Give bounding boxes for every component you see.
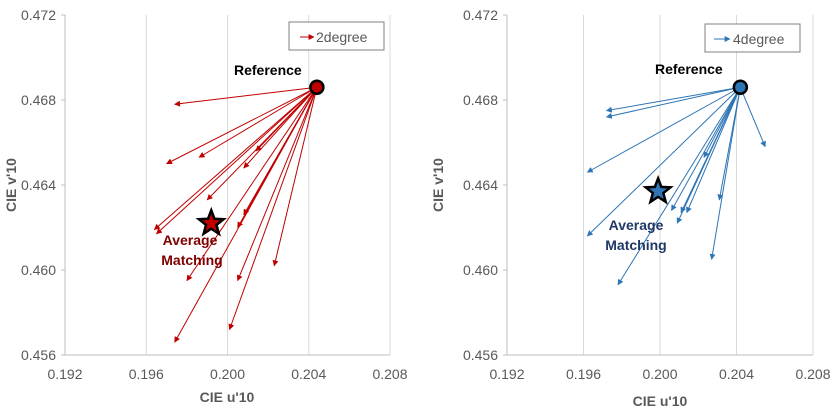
y-tick-label: 0.460 — [463, 262, 498, 278]
y-tick-label: 0.460 — [21, 262, 56, 278]
average-star — [642, 174, 674, 205]
y-tick-labels: 0.456 0.460 0.464 0.468 0.472 — [463, 7, 507, 363]
average-label-line1: Average — [609, 217, 664, 233]
x-tick-labels: 0.192 0.196 0.200 0.204 0.208 — [489, 366, 830, 382]
match-arrows — [153, 86, 318, 343]
x-tick-label: 0.200 — [210, 366, 245, 382]
reference-point — [732, 79, 749, 95]
x-tick-label: 0.196 — [129, 366, 164, 382]
x-tick-label: 0.204 — [291, 366, 326, 382]
reference-point — [309, 79, 325, 95]
match-arrows — [586, 86, 766, 286]
y-tick-label: 0.472 — [21, 7, 56, 23]
average-label-line1: Average — [163, 232, 218, 248]
match-arrow — [153, 86, 318, 231]
y-tick-label: 0.468 — [463, 92, 498, 108]
legend-label: 2degree — [316, 29, 368, 45]
reference-label: Reference — [655, 61, 723, 77]
x-tick-label: 0.208 — [372, 366, 407, 382]
x-axis-title: CIE u'10 — [633, 393, 688, 409]
legend-label: 4degree — [733, 31, 785, 47]
x-tick-label: 0.208 — [795, 366, 830, 382]
average-label-line2: Matching — [161, 252, 222, 268]
match-arrow — [605, 86, 741, 113]
legend: 4degree — [704, 23, 801, 53]
y-tick-label: 0.472 — [463, 7, 498, 23]
match-arrow — [166, 86, 318, 165]
match-arrow — [680, 87, 741, 214]
legend: 2degree — [288, 21, 385, 51]
y-tick-label: 0.468 — [21, 92, 56, 108]
y-tick-label: 0.456 — [463, 347, 498, 363]
match-arrow — [605, 86, 741, 119]
match-arrow — [586, 86, 741, 237]
y-tick-labels: 0.456 0.460 0.464 0.468 0.472 — [21, 7, 65, 363]
y-axis-title: CIE v'10 — [430, 158, 446, 212]
x-tick-label: 0.196 — [566, 366, 601, 382]
match-arrow — [255, 86, 318, 152]
match-arrow — [236, 87, 318, 282]
y-axis-title: CIE v'10 — [3, 158, 19, 212]
reference-label: Reference — [234, 62, 302, 78]
chart-panel-4degree: 0.192 0.196 0.200 0.204 0.208 0.456 0.460 0.46… — [430, 7, 831, 409]
x-axis-title: CIE u'10 — [200, 389, 255, 405]
match-arrow — [186, 86, 318, 282]
match-arrow — [174, 87, 318, 343]
match-arrow — [586, 86, 741, 173]
match-arrow — [272, 87, 318, 267]
match-arrow — [739, 87, 766, 148]
y-tick-label: 0.456 — [21, 347, 56, 363]
match-arrow — [228, 87, 318, 331]
x-tick-label: 0.200 — [642, 366, 677, 382]
y-tick-label: 0.464 — [21, 177, 56, 193]
average-label-line2: Matching — [605, 237, 666, 253]
legend-box — [288, 21, 385, 51]
x-tick-labels: 0.192 0.196 0.200 0.204 0.208 — [47, 366, 407, 382]
x-tick-label: 0.204 — [719, 366, 754, 382]
match-arrow — [709, 87, 741, 260]
match-arrow — [198, 86, 318, 158]
match-arrow — [174, 86, 317, 107]
chart-panel-2degree: 0.192 0.196 0.200 0.204 0.208 0.456 0.460 0.46… — [3, 7, 408, 405]
average-star — [195, 206, 227, 237]
y-tick-label: 0.464 — [463, 177, 498, 193]
legend-box — [704, 23, 801, 53]
grid-lines — [145, 15, 391, 355]
match-arrow — [671, 87, 741, 212]
match-arrow — [155, 86, 318, 235]
match-arrow — [617, 86, 741, 286]
x-tick-label: 0.192 — [489, 366, 524, 382]
x-tick-label: 0.192 — [47, 366, 82, 382]
match-arrow — [686, 87, 741, 214]
